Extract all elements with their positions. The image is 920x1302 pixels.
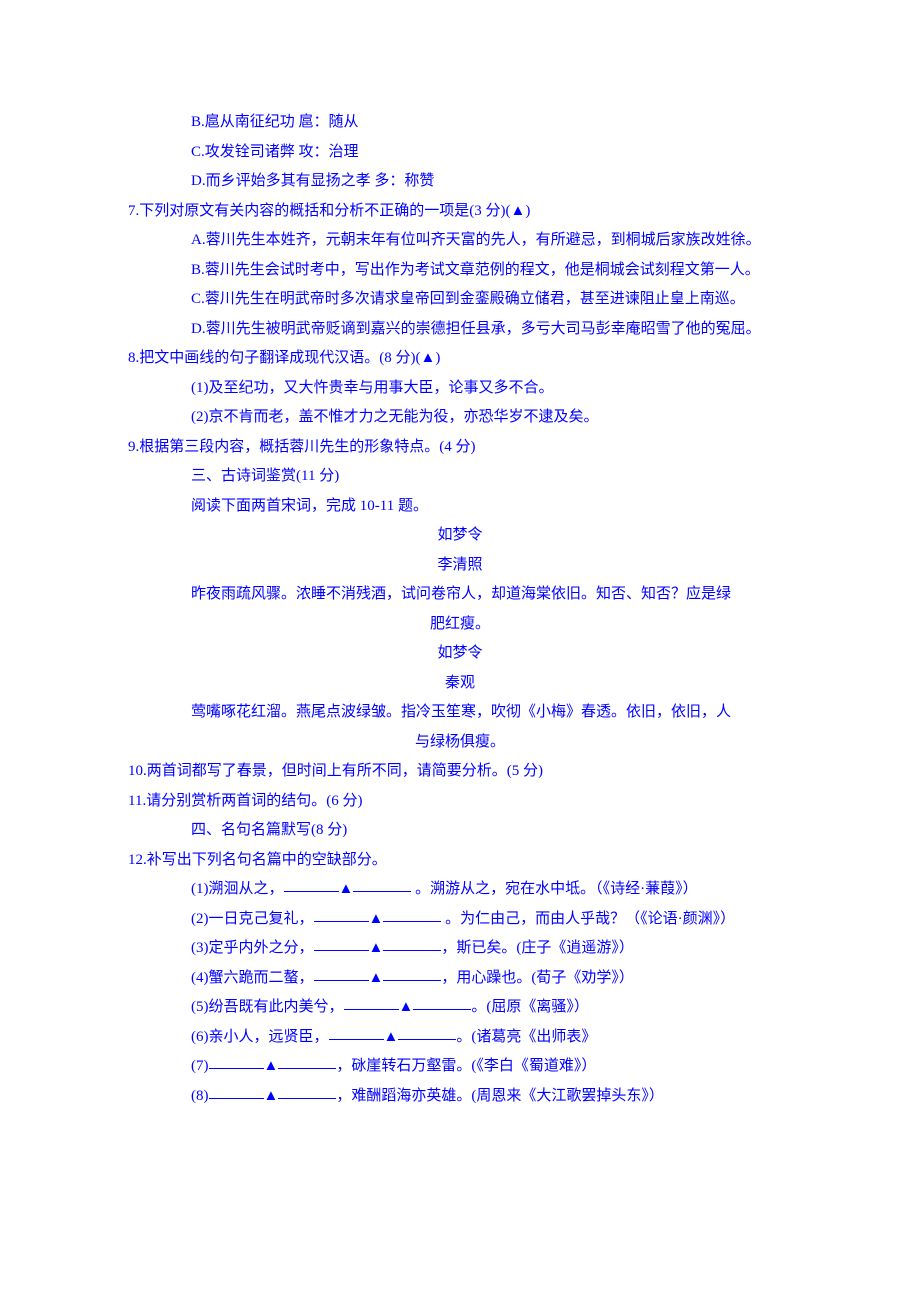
question-10: 10.两首词都写了春景，但时间上有所不同，请简要分析。(5 分) [128,757,792,787]
q12-7-before: (7) [191,1058,209,1074]
question-9: 9.根据第三段内容，概括蓉川先生的形象特点。(4 分) [128,433,792,463]
q12-6-before: (6)亲小人，远贤臣， [191,1029,329,1045]
blank [278,1068,336,1069]
q7-option-b: B.蓉川先生会试时考中，写出作为考试文章范例的程文，他是桐城会试刻程文第一人。 [128,256,792,286]
question-12: 12.补写出下列名句名篇中的空缺部分。 [128,846,792,876]
blank [314,921,369,922]
blank [383,950,441,951]
q12-item-1: (1)溯洄从之， ▲ 。溯游从之，宛在水中坻。（《诗经·蒹葭》） [128,875,792,905]
poem1-line2: 肥红瘦。 [128,610,792,640]
q7-option-c: C.蓉川先生在明武帝时多次请求皇帝回到金銮殿确立储君，甚至进谏阻止皇上南巡。 [128,285,792,315]
blank [398,1039,456,1040]
q12-4-before: (4)蟹六跪而二螯， [191,970,314,986]
poem2-line2: 与绿杨俱瘦。 [128,728,792,758]
poem2-title: 如梦令 [128,639,792,669]
section-3-heading: 三、古诗词鉴赏(11 分) [128,462,792,492]
poem2-author: 秦观 [128,669,792,699]
q7-option-d: D.蓉川先生被明武帝贬谪到嘉兴的崇德担任县承，多亏大司马彭幸庵昭雪了他的冤屈。 [128,315,792,345]
q12-4-after: ，用心躁也。(荀子《劝学》） [441,970,634,986]
question-11: 11.请分别赏析两首词的结句。(6 分) [128,787,792,817]
triangle-icon: ▲ [399,999,414,1015]
q12-item-7: (7) ▲ ，砯崖转石万壑雷。(《李白《蜀道难》） [128,1052,792,1082]
question-8: 8.把文中画线的句子翻译成现代汉语。(8 分)(▲) [128,344,792,374]
q12-5-after: 。(屈原《离骚》） [471,999,589,1015]
blank [278,1098,336,1099]
q12-item-3: (3)定乎内外之分， ▲ ，斯已矣。(庄子《逍遥游》） [128,934,792,964]
q12-item-5: (5)纷吾既有此内美兮， ▲ 。(屈原《离骚》） [128,993,792,1023]
option-d: D.而乡评始多其有显扬之孝 多：称赞 [128,167,792,197]
triangle-icon: ▲ [339,881,354,897]
blank [314,950,369,951]
poem2-line1: 莺嘴啄花红溜。燕尾点波绿皱。指冷玉笙寒，吹彻《小梅》春透。依旧，依旧，人 [128,698,792,728]
q12-2-after: 。为仁由己，而由人乎哉？（《论语·颜渊》） [441,911,735,927]
blank [383,980,441,981]
poem1-line1: 昨夜雨疏风骤。浓睡不消残酒，试问卷帘人，却道海棠依旧。知否、知否？应是绿 [128,580,792,610]
q12-item-2: (2)一日克己复礼， ▲ 。为仁由己，而由人乎哉？（《论语·颜渊》） [128,905,792,935]
q12-item-4: (4)蟹六跪而二螯， ▲ ，用心躁也。(荀子《劝学》） [128,964,792,994]
blank [314,980,369,981]
blank [329,1039,384,1040]
triangle-icon: ▲ [369,970,384,986]
option-b: B.扈从南征纪功 扈：随从 [128,108,792,138]
q8-part-2: (2)京不肯而老，盖不惟才力之无能为役，亦恐华岁不逮及矣。 [128,403,792,433]
q8-part-1: (1)及至纪功，又大忤贵幸与用事大臣，论事又多不合。 [128,374,792,404]
q12-2-before: (2)一日克己复礼， [191,911,314,927]
q12-8-after: ，难酬蹈海亦英雄。(周恩来《大江歌罢掉头东》） [336,1088,664,1104]
triangle-icon: ▲ [264,1088,279,1104]
q12-8-before: (8) [191,1088,209,1104]
q12-item-8: (8) ▲ ，难酬蹈海亦英雄。(周恩来《大江歌罢掉头东》） [128,1082,792,1112]
blank [383,921,441,922]
q7-option-a: A.蓉川先生本姓齐，元朝末年有位叫齐天富的先人，有所避忌，到桐城后家族改姓徐。 [128,226,792,256]
q12-3-after: ，斯已矣。(庄子《逍遥游》） [441,940,634,956]
q12-3-before: (3)定乎内外之分， [191,940,314,956]
blank [413,1009,471,1010]
blank [284,891,339,892]
triangle-icon: ▲ [369,940,384,956]
poem1-title: 如梦令 [128,521,792,551]
section-4-heading: 四、名句名篇默写(8 分) [128,816,792,846]
poem1-author: 李清照 [128,551,792,581]
blank [353,891,411,892]
triangle-icon: ▲ [369,911,384,927]
q12-6-after: 。(诸葛亮《出师表》 [456,1029,596,1045]
reading-prompt: 阅读下面两首宋词，完成 10-11 题。 [128,492,792,522]
blank [209,1068,264,1069]
blank [344,1009,399,1010]
blank [209,1098,264,1099]
q12-1-before: (1)溯洄从之， [191,881,284,897]
triangle-icon: ▲ [384,1029,399,1045]
question-7: 7.下列对原文有关内容的概括和分析不正确的一项是(3 分)(▲) [128,197,792,227]
triangle-icon: ▲ [264,1058,279,1074]
q12-5-before: (5)纷吾既有此内美兮， [191,999,344,1015]
option-c: C.攻发铨司诸弊 攻：治理 [128,138,792,168]
q12-item-6: (6)亲小人，远贤臣， ▲ 。(诸葛亮《出师表》 [128,1023,792,1053]
q12-7-after: ，砯崖转石万壑雷。(《李白《蜀道难》） [336,1058,596,1074]
q12-1-after: 。溯游从之，宛在水中坻。（《诗经·蒹葭》） [411,881,697,897]
